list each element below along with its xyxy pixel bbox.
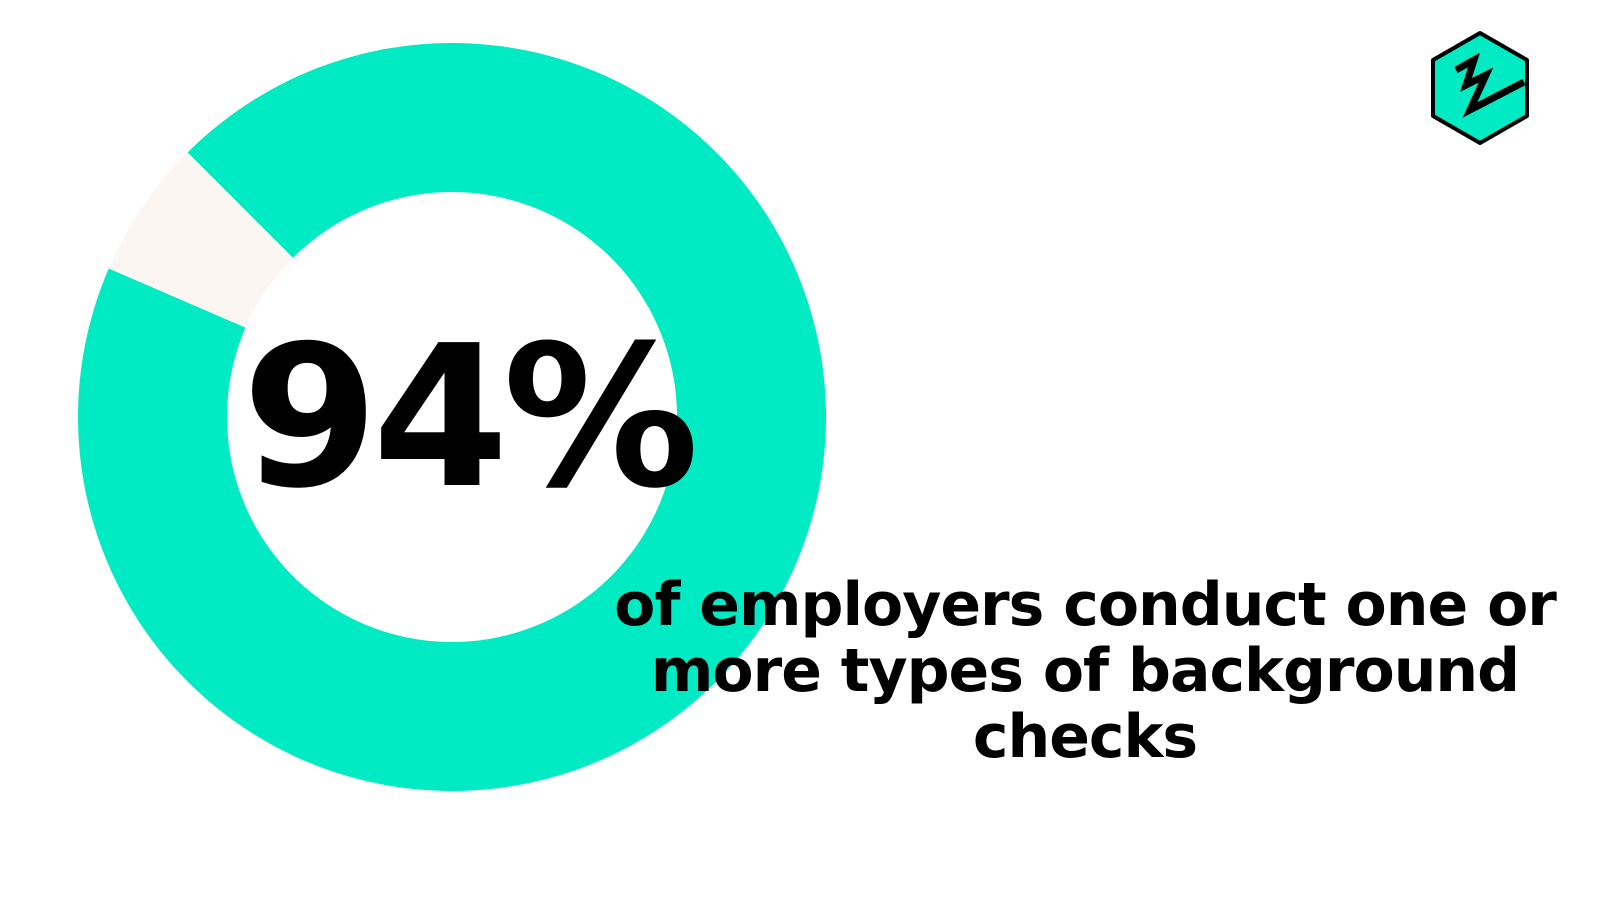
brand-logo-icon [1431,31,1529,145]
donut-slice-0 [77,42,826,791]
caption: of employers conduct one or more types o… [614,570,1557,772]
donut-slice-1 [108,152,293,328]
donut-chart [77,42,826,791]
center-percentage: 94% [242,304,699,532]
